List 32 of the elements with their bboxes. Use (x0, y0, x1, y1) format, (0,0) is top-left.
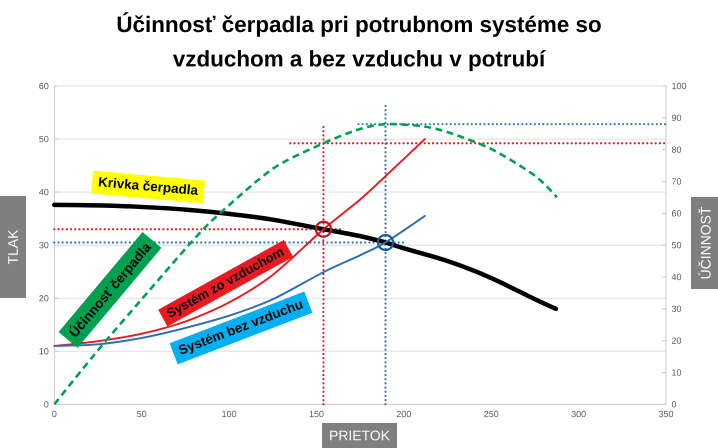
y-tick-label: 20 (39, 295, 48, 302)
x-tick-label: 250 (484, 410, 498, 418)
x-tick-label: 300 (571, 410, 586, 418)
series-label: Krivka čerpadla (98, 177, 198, 195)
x-tick-label: 50 (137, 410, 146, 418)
y2-tick-label: 20 (672, 337, 682, 344)
x-tick-label: 200 (396, 410, 411, 418)
y2-tick-label: 50 (672, 242, 682, 248)
y2-tick-label: 40 (672, 274, 682, 280)
y2-tick-label: 80 (672, 146, 682, 153)
x-tick-label: 350 (658, 410, 674, 418)
y-tick-label: 50 (39, 136, 48, 142)
x-tick-label: 150 (310, 410, 324, 418)
y2-tick-label: 30 (672, 306, 682, 312)
x-tick-label: 0 (52, 410, 56, 418)
y2-tick-label: 10 (672, 369, 682, 376)
y2-tick-label: 70 (672, 178, 682, 185)
x-axis-title: PRIETOK (330, 430, 390, 440)
y-tick-label: 0 (44, 401, 48, 408)
y-tick-label: 60 (39, 82, 48, 90)
y-tick-label: 40 (39, 188, 48, 196)
y2-tick-label: 60 (672, 210, 682, 216)
line-series (53, 122, 558, 406)
y-tick-label: 10 (40, 348, 48, 354)
x-tick-label: 100 (222, 410, 236, 418)
y-axis-title: TLAK (8, 230, 18, 264)
y2-tick-label: 90 (672, 114, 682, 121)
chart-title: Účinnosť čerpadla pri potrubnom systéme so vzduchom a bez vzduchu v potrubí (118, 12, 601, 72)
y2-axis-title: ÚČINNOSŤ (698, 206, 711, 278)
y2-tick-label: 0 (672, 401, 676, 408)
y-tick-label: 30 (39, 242, 48, 248)
y2-tick-label: 100 (672, 82, 686, 90)
